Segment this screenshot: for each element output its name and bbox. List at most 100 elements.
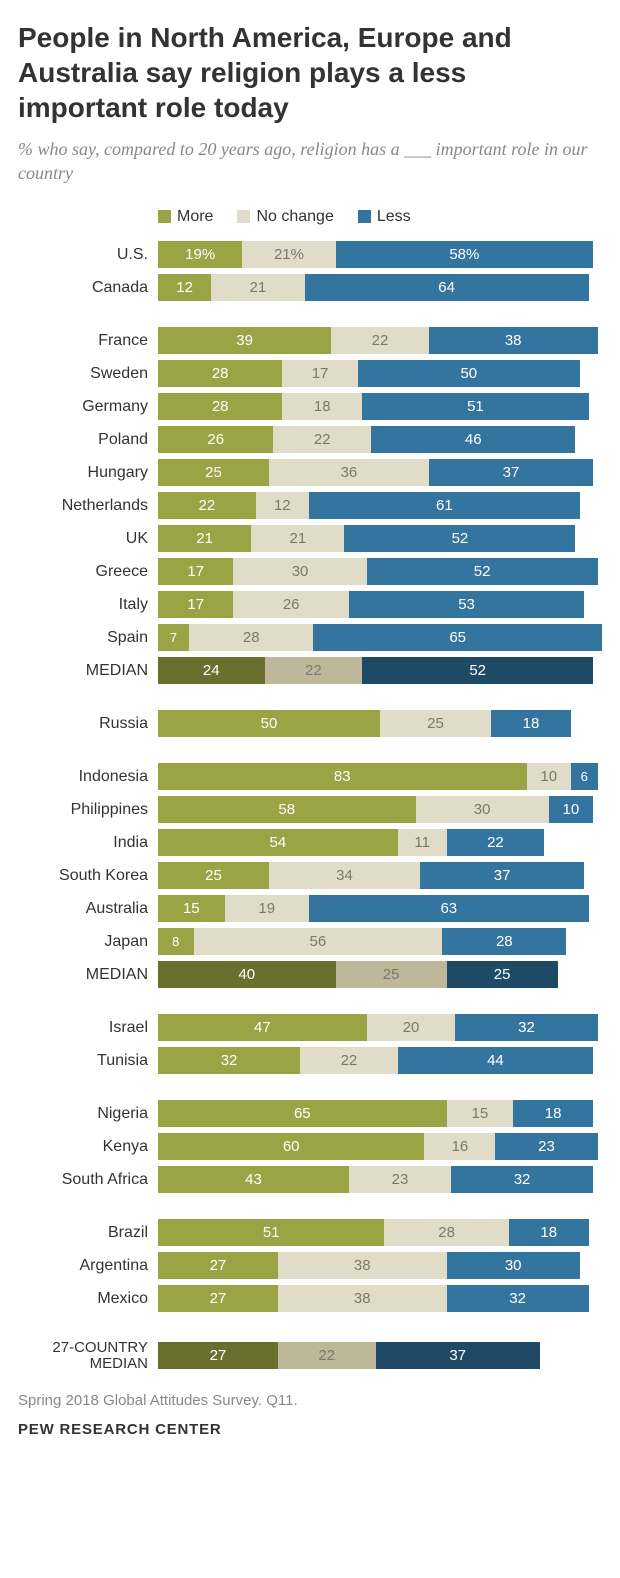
chart-row: MEDIAN242252: [18, 656, 602, 686]
bar-segment-more: 27: [158, 1252, 278, 1279]
row-bars: 601623: [158, 1133, 602, 1160]
group-gap: [18, 742, 602, 762]
bar-segment-more: 17: [158, 591, 233, 618]
bar-segment-no_change: 15: [447, 1100, 514, 1127]
bar-segment-less: 50: [358, 360, 580, 387]
bar-segment-more: 17: [158, 558, 233, 585]
row-bars: 502518: [158, 710, 602, 737]
bar-segment-more: 39: [158, 327, 331, 354]
chart-row: MEDIAN402525: [18, 960, 602, 990]
bar-segment-more: 32: [158, 1047, 300, 1074]
bar-segment-less: 32: [447, 1285, 589, 1312]
bar-segment-more: 83: [158, 763, 527, 790]
row-bars: 72865: [158, 624, 602, 651]
bar-segment-less: 22: [447, 829, 545, 856]
bar-segment-more: 12: [158, 274, 211, 301]
row-bars: 541122: [158, 829, 602, 856]
bar-segment-no_change: 38: [278, 1285, 447, 1312]
bar-segment-less: 18: [491, 710, 571, 737]
group-gap: [18, 689, 602, 709]
bar-segment-more: 28: [158, 360, 282, 387]
bar-chart: U.S.19%21%58%Canada122164France392238Swe…: [18, 240, 602, 1378]
legend: More No change Less: [18, 208, 602, 226]
bar-segment-no_change: 18: [282, 393, 362, 420]
row-label: France: [18, 332, 158, 350]
bar-segment-more: 22: [158, 492, 256, 519]
bar-segment-no_change: 23: [349, 1166, 451, 1193]
bar-segment-no_change: 22: [331, 327, 429, 354]
legend-label-more: More: [177, 208, 213, 226]
bar-segment-less: 58%: [336, 241, 594, 268]
bar-segment-more: 24: [158, 657, 265, 684]
chart-row: Mexico273832: [18, 1284, 602, 1314]
legend-label-no-change: No change: [256, 208, 333, 226]
row-label: South Africa: [18, 1171, 158, 1189]
bar-segment-less: 63: [309, 895, 589, 922]
chart-row: Indonesia83106: [18, 762, 602, 792]
bar-segment-less: 52: [367, 558, 598, 585]
row-label: MEDIAN: [18, 662, 158, 680]
row-bars: 262246: [158, 426, 602, 453]
legend-item-no-change: No change: [237, 208, 333, 226]
bar-segment-no_change: 56: [194, 928, 443, 955]
chart-row: Argentina273830: [18, 1251, 602, 1281]
bar-segment-no_change: 25: [336, 961, 447, 988]
bar-segment-no_change: 34: [269, 862, 420, 889]
bar-segment-less: 53: [349, 591, 584, 618]
row-label: Brazil: [18, 1224, 158, 1242]
row-bars: 392238: [158, 327, 602, 354]
bar-segment-more: 21: [158, 525, 251, 552]
bar-segment-less: 52: [362, 657, 593, 684]
bar-segment-no_change: 21%: [242, 241, 335, 268]
row-bars: 272237: [158, 1342, 602, 1369]
legend-label-less: Less: [377, 208, 411, 226]
row-label: Japan: [18, 933, 158, 951]
bar-segment-less: 52: [344, 525, 575, 552]
bar-segment-less: 30: [447, 1252, 580, 1279]
chart-row: Brazil512818: [18, 1218, 602, 1248]
row-bars: 402525: [158, 961, 602, 988]
bar-segment-no_change: 28: [189, 624, 313, 651]
bar-segment-more: 25: [158, 862, 269, 889]
bar-segment-less: 10: [549, 796, 593, 823]
bar-segment-no_change: 11: [398, 829, 447, 856]
row-bars: 472032: [158, 1014, 602, 1041]
row-bars: 221261: [158, 492, 602, 519]
legend-swatch-more: [158, 210, 171, 223]
bar-segment-no_change: 12: [256, 492, 309, 519]
row-bars: 583010: [158, 796, 602, 823]
bar-segment-more: 50: [158, 710, 380, 737]
bar-segment-more: 19%: [158, 241, 242, 268]
chart-row: Spain72865: [18, 623, 602, 653]
group-gap: [18, 993, 602, 1013]
bar-segment-less: 28: [442, 928, 566, 955]
chart-row: Poland262246: [18, 425, 602, 455]
bar-segment-less: 38: [429, 327, 598, 354]
chart-row: UK212152: [18, 524, 602, 554]
chart-row: India541122: [18, 828, 602, 858]
row-bars: 253637: [158, 459, 602, 486]
row-bars: 19%21%58%: [158, 241, 602, 268]
legend-item-less: Less: [358, 208, 411, 226]
bar-segment-less: 61: [309, 492, 580, 519]
bar-segment-less: 25: [447, 961, 558, 988]
bar-segment-no_change: 22: [265, 657, 363, 684]
row-bars: 273832: [158, 1285, 602, 1312]
row-label: Israel: [18, 1019, 158, 1037]
bar-segment-more: 58: [158, 796, 416, 823]
bar-segment-no_change: 28: [384, 1219, 508, 1246]
bar-segment-less: 18: [509, 1219, 589, 1246]
row-bars: 242252: [158, 657, 602, 684]
row-bars: 512818: [158, 1219, 602, 1246]
chart-row: Philippines583010: [18, 795, 602, 825]
row-label: Italy: [18, 596, 158, 614]
group-gap: [18, 1198, 602, 1218]
bar-segment-more: 54: [158, 829, 398, 856]
row-bars: 151963: [158, 895, 602, 922]
row-label: India: [18, 834, 158, 852]
row-label: Tunisia: [18, 1052, 158, 1070]
row-bars: 273830: [158, 1252, 602, 1279]
row-label: UK: [18, 530, 158, 548]
row-label: 27-COUNTRYMEDIAN: [18, 1340, 158, 1372]
row-label: Greece: [18, 563, 158, 581]
